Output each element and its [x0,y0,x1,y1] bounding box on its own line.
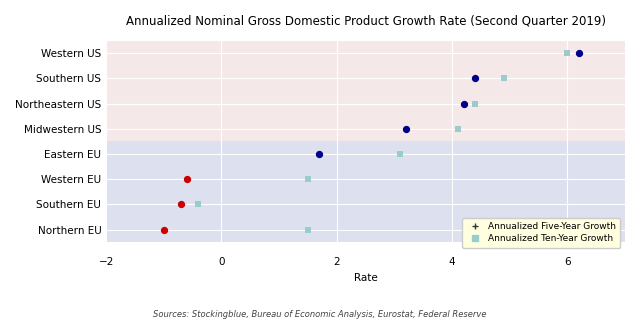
Bar [106,41,625,66]
Point [573,51,584,56]
Point [303,227,313,232]
Point [401,126,411,131]
Bar [106,141,625,166]
X-axis label: Rate: Rate [354,273,378,283]
Bar [106,166,625,192]
Point [458,101,468,106]
Bar [106,66,625,91]
Point [499,76,509,81]
Point [470,76,480,81]
Point [159,227,169,232]
Point [470,101,480,106]
Point [303,177,313,182]
Text: Sources: Stockingblue, Bureau of Economic Analysis, Eurostat, Federal Reserve: Sources: Stockingblue, Bureau of Economi… [153,310,487,319]
Title: Annualized Nominal Gross Domestic Product Growth Rate (Second Quarter 2019): Annualized Nominal Gross Domestic Produc… [125,15,605,28]
Bar [106,91,625,116]
Point [562,51,572,56]
Point [314,151,324,156]
Point [395,151,405,156]
Point [182,177,192,182]
Point [193,202,204,207]
Bar [106,192,625,217]
Bar [106,217,625,242]
Bar [106,116,625,141]
Point [452,126,463,131]
Point [176,202,186,207]
Legend: Annualized Five-Year Growth, Annualized Ten-Year Growth: Annualized Five-Year Growth, Annualized … [462,218,621,248]
